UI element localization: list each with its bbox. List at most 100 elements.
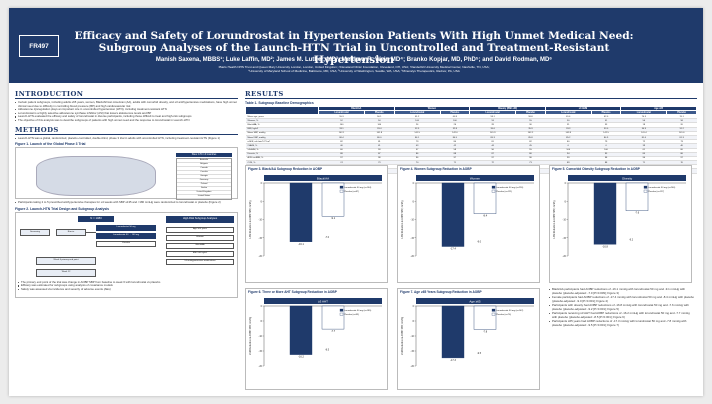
table-cell: 142.1: [318, 131, 365, 136]
table-cell: 98: [591, 156, 621, 162]
bar: [473, 305, 497, 330]
country-item: Bulgaria: [177, 163, 231, 168]
table-cell: 70: [394, 160, 441, 166]
table-cell: 81: [469, 139, 516, 145]
table-arm-header: Lorundrostat: [393, 110, 441, 115]
y-tick-label: 0: [413, 182, 415, 185]
table-cell: 33.4: [364, 127, 395, 132]
row-label: eGFR, mL/min/1.73 m²: [245, 139, 319, 145]
row-label: Diuretic, %: [245, 152, 319, 157]
country-item: Poland: [177, 183, 231, 188]
panel-header: [264, 298, 382, 304]
legend-label: Lorundrostat 50 mg (n=226): [496, 186, 523, 189]
country-item: Serbia: [177, 187, 231, 192]
legend-label: Lorundrostat 50 mg (n=185): [344, 309, 371, 312]
y-tick-label: -10: [411, 335, 415, 338]
intro-bullet: The objective of this analysis was to de…: [15, 118, 238, 123]
bar: [441, 305, 465, 359]
panel-label: Black/AA: [317, 176, 329, 180]
table-cell: 88: [591, 160, 621, 166]
y-tick-label: -10: [259, 335, 263, 338]
bar: [441, 182, 465, 247]
table-cell: 31.2: [666, 127, 697, 132]
title-line-2: Subgroup Analyses of the Launch-HTN Tria…: [98, 42, 610, 66]
figure-3-chart: Figure 3. Black/AA Subgroup Reduction in…: [245, 165, 388, 283]
chart-title: Figure 3. Black/AA Subgroup Reduction in…: [248, 167, 323, 171]
table-row: Women, % 52 54 100 100 53 55 50 51 56 58: [245, 118, 697, 124]
legend-swatch: [339, 189, 344, 193]
methods-tail: The primary end point of the trial was c…: [18, 280, 236, 292]
y-axis-label: LSM Reduction in AOBP SBP, mmHg: [249, 200, 252, 239]
y-tick-label: -15: [563, 237, 567, 240]
data-label: -7.6: [635, 212, 640, 215]
difference-label: -9.2: [629, 239, 634, 241]
intro-bullet: Lorundrostat is a highly selective aldos…: [15, 111, 238, 116]
chart-svg: Age ≥65 0 -5 -10 -15 -20 LSM Reduction in AOBP…: [401, 298, 534, 368]
table-cell: 97: [469, 156, 516, 162]
flow-connector: [86, 231, 96, 233]
author-block: Manish Saxena, MBBS¹; Luke Laffin, MD²; …: [69, 57, 639, 73]
table-cell: 88: [440, 152, 470, 157]
y-tick-label: -20: [411, 365, 415, 368]
figure-2-trial-design: N = 1083 Screening Run-in Lorundrostat 5…: [15, 211, 238, 298]
table-cell: 70.1: [666, 114, 697, 120]
row-label: BMI, kg/m²: [245, 127, 319, 132]
row-label: Mean DBP, mmHg: [245, 135, 319, 141]
table-corner: [245, 106, 319, 115]
table-row: BMI, kg/m² 33.1 33.4 32.5 32.8 35.6 35.9 33.3 33…: [245, 127, 697, 132]
country-item: Australia: [177, 159, 231, 164]
figure-1-map: Sites: 170 in 9 countries Australia Bulg…: [15, 147, 238, 201]
figure-7-chart: Figure 7. Age ≥65 Years Subgroup Reducti…: [397, 288, 540, 390]
table-cell: 54: [364, 118, 395, 124]
table-cell: 97: [440, 156, 470, 162]
panel-header: [264, 175, 382, 181]
table-cell: 33.1: [318, 127, 365, 132]
panel-label: Age ≥65: [469, 299, 480, 303]
poster-title: Efficacy and Safety of Lorundrostat in H…: [69, 30, 639, 66]
table-cell: 84.1: [394, 135, 441, 141]
table-cell: 100: [545, 148, 592, 153]
table-cell: 26: [440, 122, 470, 128]
y-tick-label: -20: [411, 255, 415, 258]
table-cell: 141.5: [394, 131, 441, 136]
methods-bullet: Efficacy was estimated for subgroups usi…: [18, 284, 236, 288]
left-column: INTRODUCTION Certain patient subgroups, …: [15, 90, 238, 390]
y-tick-label: -5: [564, 200, 567, 203]
table-cell: 58: [666, 118, 697, 124]
table-cell: 40: [666, 143, 697, 149]
panel-label: Obesity: [622, 176, 633, 180]
chart-title: Figure 7. Age ≥65 Years Subgroup Reducti…: [400, 290, 482, 294]
table-cell: 85.8: [515, 135, 546, 141]
intro-bullet: Aldosterone dysregulation plays an impor…: [15, 108, 238, 112]
table-cell: 86.4: [318, 135, 365, 141]
table-row: ACEi or ARB, % 97 98 96 97 97 96 99 98 96 97: [245, 156, 697, 162]
table-cell: 56.1: [364, 114, 395, 120]
table-cell: 81: [364, 139, 395, 145]
table-cell: 30: [515, 122, 546, 128]
legend-label: Lorundrostat 50 mg (n=164): [344, 186, 371, 189]
panel-label: ≥3 AHT: [318, 299, 328, 303]
legend-label: Placebo (n=127): [648, 191, 664, 193]
data-label: -17.4: [450, 248, 456, 251]
panel-header: [568, 175, 686, 181]
poster-id-badge: FR497: [19, 35, 59, 57]
y-tick-label: -15: [411, 350, 415, 353]
table-cell: 41: [364, 143, 395, 149]
affiliation-line-2: ⁴University of Maryland School of Medici…: [248, 69, 460, 73]
difference-label: -8.5: [325, 350, 330, 352]
table-cell: 35.6: [469, 127, 516, 132]
row-label: 2 AHM, %: [245, 143, 319, 149]
table-cell: 73: [364, 160, 395, 166]
table-cell: 58: [440, 148, 470, 153]
y-tick-label: 0: [261, 305, 263, 308]
table-cell: 32.5: [394, 127, 441, 132]
table-cell: 86: [666, 152, 697, 157]
table-cell: 98: [364, 156, 395, 162]
subgroup-item: BMI ≥30 kg/m²: [166, 250, 234, 257]
table-cell: 142.5: [591, 131, 621, 136]
legend-label: Lorundrostat 50 mg (n=246): [648, 186, 675, 189]
table-cell: 73: [515, 160, 546, 166]
table-row: 2 AHM, % 40 41 43 42 44 45 0 0 39 40: [245, 143, 697, 149]
lorundrostat-50-arm: Lorundrostat 50 mg: [96, 224, 156, 231]
summary-bullet: Female participants had AOBP reductions …: [549, 295, 695, 303]
